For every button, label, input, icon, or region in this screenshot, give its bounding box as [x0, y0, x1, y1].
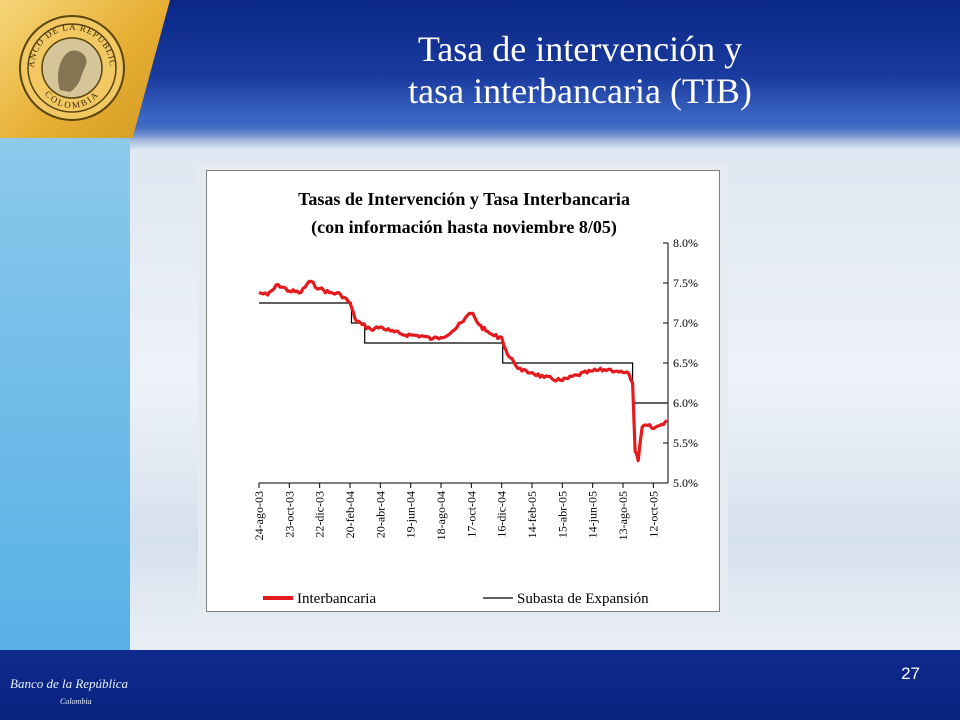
x-tick-label: 17-oct-04	[464, 491, 478, 538]
legend-label-interbancaria: Interbancaria	[297, 591, 376, 607]
y-tick-label: 7.5%	[673, 276, 698, 290]
x-tick-label: 14-jun-05	[586, 491, 600, 538]
y-tick-label: 5.5%	[673, 436, 698, 450]
x-tick-label: 19-jun-04	[404, 491, 418, 538]
x-tick-label: 12-oct-05	[646, 491, 660, 538]
x-tick-label: 20-abr-04	[373, 491, 387, 538]
footer-bar	[0, 650, 960, 720]
x-tick-label: 22-dic-03	[313, 491, 327, 538]
title-line-2: tasa interbancaria (TIB)	[408, 71, 752, 111]
slide-title: Tasa de intervención y tasa interbancari…	[300, 28, 860, 112]
chart-panel: Tasas de Intervención y Tasa Interbancar…	[206, 170, 720, 612]
chart-title: Tasas de Intervención y Tasa Interbancar…	[298, 189, 630, 209]
axes: 8.0% 7.5% 7.0% 6.5% 6.0% 5.5% 5.0% 24-ago-03 23-…	[252, 236, 698, 540]
y-tick-label: 8.0%	[673, 236, 698, 250]
x-tick-label: 15-abr-05	[555, 491, 569, 538]
interbancaria-line	[258, 279, 668, 463]
header-band	[120, 0, 960, 140]
chart-subtitle: (con información hasta noviembre 8/05)	[311, 217, 617, 238]
subasta-step-line	[259, 302, 667, 404]
legend-label-subasta: Subasta de Expansión	[517, 591, 649, 607]
x-tick-label: 24-ago-03	[252, 491, 266, 540]
x-tick-label: 16-dic-04	[495, 491, 509, 538]
x-tick-label: 20-feb-04	[343, 491, 357, 538]
rates-chart: Tasas de Intervención y Tasa Interbancar…	[252, 189, 698, 607]
banco-seal-logo: BANCO DE LA REPUBLICA COLOMBIA	[16, 12, 125, 121]
footer-bank-name: Banco de la República	[10, 676, 129, 691]
plot-area	[258, 279, 668, 463]
x-tick-label: 18-ago-04	[434, 491, 448, 540]
y-tick-label: 5.0%	[673, 476, 698, 490]
title-line-1: Tasa de intervención y	[417, 29, 743, 69]
y-tick-label: 6.5%	[673, 356, 698, 370]
x-tick-label: 14-feb-05	[525, 491, 539, 538]
chart-legend: Interbancaria Subasta de Expansión	[263, 591, 649, 607]
y-tick-label: 6.0%	[673, 396, 698, 410]
y-tick-label: 7.0%	[673, 316, 698, 330]
x-tick-label: 13-ago-05	[616, 491, 630, 540]
page-number: 27	[901, 664, 920, 683]
footer-bank-subtext: Colombia	[60, 697, 92, 706]
x-tick-label: 23-oct-03	[282, 491, 296, 538]
